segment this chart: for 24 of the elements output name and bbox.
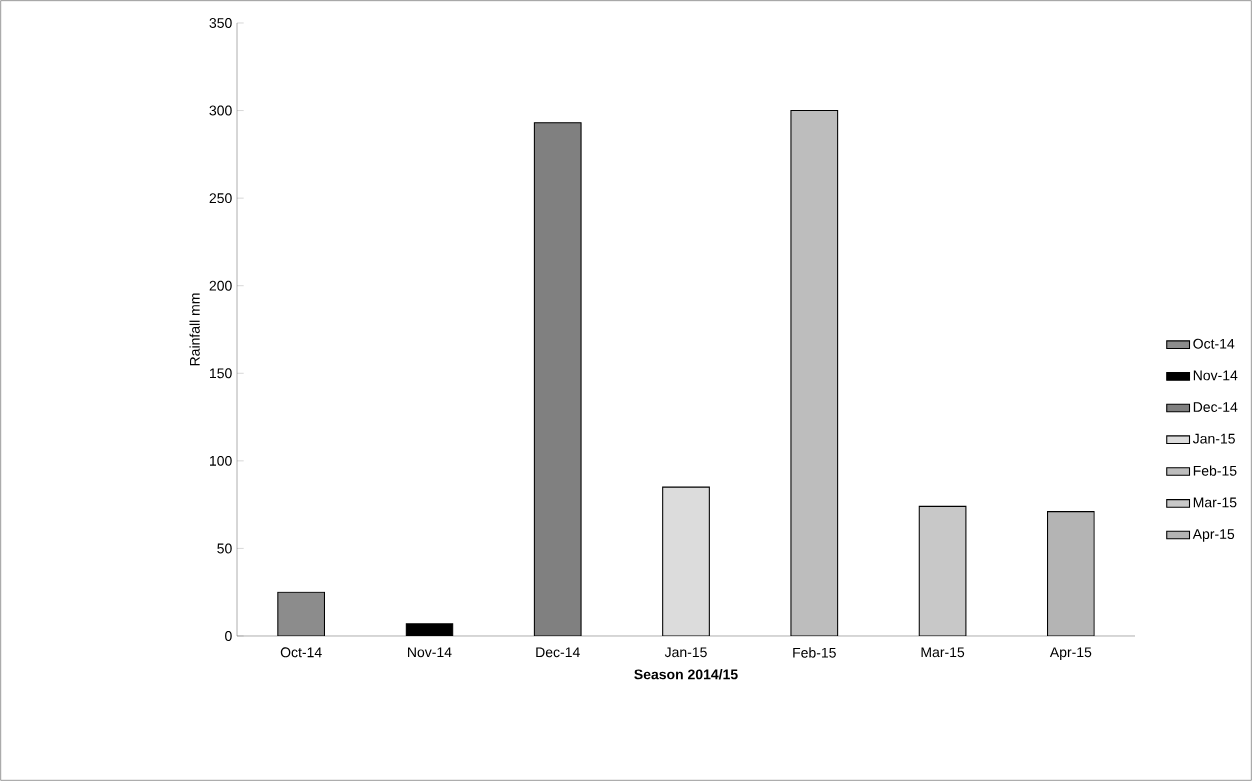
x-tick-label: Dec-14 [536, 647, 580, 658]
x-tick-label: Jan-15 [664, 647, 707, 658]
x-tick-label: Nov-14 [408, 647, 452, 658]
legend-label: Jan-15 [1192, 433, 1235, 444]
x-tick-label: Mar-15 [921, 647, 965, 658]
legend-label: Dec-14 [1193, 402, 1238, 412]
x-axis-title: Season 2014/15 [634, 669, 738, 680]
y-tick-label: 50 [217, 543, 232, 554]
legend-label: Nov-14 [1193, 370, 1238, 381]
y-tick-label: 300 [209, 105, 232, 116]
y-tick-label: 350 [209, 18, 232, 28]
legend-label: Feb-15 [1193, 465, 1237, 476]
y-axis-title: Rainfall mm [189, 293, 200, 366]
legend-label: Oct-14 [1193, 338, 1235, 349]
x-tick-label: Apr-15 [1049, 647, 1092, 660]
legend-label: Mar-15 [1193, 497, 1237, 508]
x-tick-label: Feb-15 [793, 647, 836, 658]
y-tick-label: 250 [209, 193, 232, 204]
legend-label: Apr-15 [1192, 529, 1235, 542]
x-tick-label: Oct-14 [280, 647, 322, 658]
y-tick-label: 150 [210, 368, 232, 379]
y-tick-label: 100 [210, 455, 232, 466]
y-tick-label: 200 [209, 280, 232, 291]
y-tick-label: 0 [225, 631, 232, 641]
